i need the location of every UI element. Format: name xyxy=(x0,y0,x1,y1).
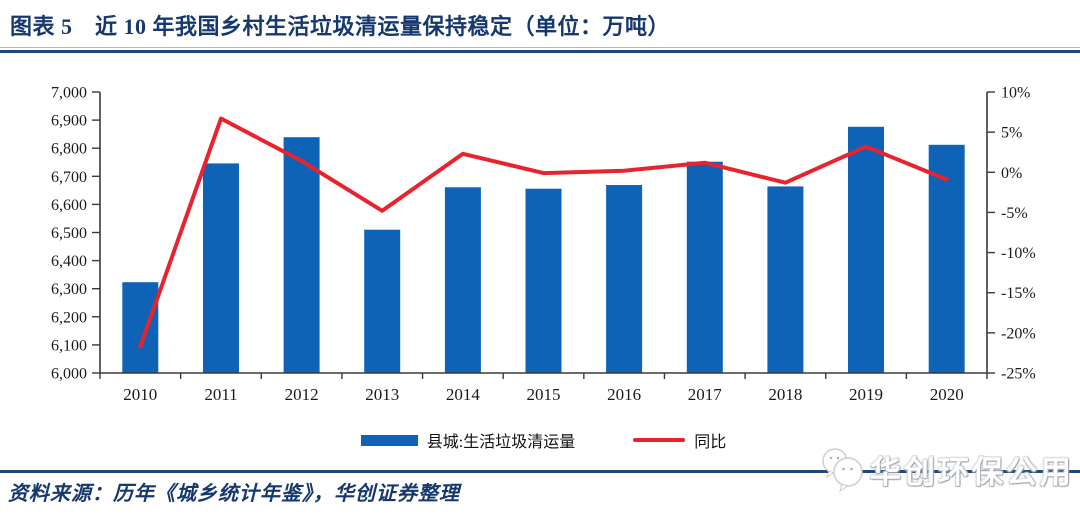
bar-2010 xyxy=(122,282,159,373)
bar-2019 xyxy=(848,126,884,373)
left-tick-label: 6,500 xyxy=(51,225,87,242)
x-tick-label: 2020 xyxy=(930,385,964,404)
left-tick-label: 6,800 xyxy=(51,141,87,158)
left-tick-label: 6,900 xyxy=(51,113,87,130)
watermark: 华创环保公用 xyxy=(818,438,1074,500)
right-tick-label: -15% xyxy=(1001,285,1036,302)
x-tick-label: 2016 xyxy=(607,385,641,404)
bar-2018 xyxy=(767,186,804,373)
chart-title: 图表 5 近 10 年我国乡村生活垃圾清运量保持稳定（单位：万吨） xyxy=(10,14,671,39)
x-tick-label: 2015 xyxy=(527,385,561,404)
left-tick-label: 6,700 xyxy=(51,169,87,186)
bar-2016 xyxy=(606,185,643,373)
left-tick-label: 6,100 xyxy=(51,337,87,354)
legend-line-label: 同比 xyxy=(694,434,727,451)
bar-2017 xyxy=(686,161,723,373)
combo-chart: 7,000 6,900 6,800 6,700 6,600 6,500 6,400 6,300… xyxy=(51,85,1036,405)
chart-legend: 县城:生活垃圾清运量 同比 xyxy=(100,429,987,451)
x-tick-label: 2010 xyxy=(123,385,157,404)
legend-item-bar: 县城:生活垃圾清运量 xyxy=(360,428,576,452)
x-tick-label: 2014 xyxy=(446,385,481,404)
bar-2013 xyxy=(364,229,401,373)
left-tick-label: 6,200 xyxy=(51,309,87,326)
left-tick-label: 7,000 xyxy=(51,85,87,102)
bar-2014 xyxy=(444,187,481,373)
footer-separator xyxy=(0,470,1080,473)
x-tick-label: 2011 xyxy=(204,385,237,404)
right-tick-label: -10% xyxy=(1001,245,1036,262)
x-tick-label: 2019 xyxy=(849,385,883,404)
right-tick-label: 5% xyxy=(1001,125,1022,142)
legend-bar-swatch xyxy=(360,434,418,446)
left-tick-label: 6,300 xyxy=(51,281,87,298)
legend-line-swatch xyxy=(633,438,686,442)
right-tick-label: -20% xyxy=(1001,325,1036,342)
source-note: 资料来源：历年《城乡统计年鉴》，华创证券整理 xyxy=(8,483,460,505)
title-separator xyxy=(0,47,1080,53)
x-tick-label: 2013 xyxy=(365,385,399,404)
bar-2011 xyxy=(203,163,239,373)
left-tick-label: 6,000 xyxy=(51,366,87,383)
legend-item-line: 同比 xyxy=(633,428,726,452)
left-tick-label: 6,600 xyxy=(51,197,87,214)
bar-2020 xyxy=(928,144,965,373)
x-tick-label: 2012 xyxy=(285,385,319,404)
wechat-icon xyxy=(822,448,863,493)
right-tick-label: -25% xyxy=(1001,366,1036,383)
x-tick-label: 2018 xyxy=(768,385,802,404)
right-tick-label: 10% xyxy=(1001,85,1030,102)
right-tick-label: -5% xyxy=(1001,205,1028,222)
right-tick-label: 0% xyxy=(1001,165,1022,182)
left-tick-label: 6,400 xyxy=(51,253,87,270)
watermark-text: 华创环保公用 xyxy=(870,454,1074,490)
x-tick-label: 2017 xyxy=(688,385,723,404)
bar-2012 xyxy=(283,137,320,373)
yoy-line xyxy=(138,116,949,349)
legend-bar-label: 县城:生活垃圾清运量 xyxy=(426,434,576,451)
bar-2015 xyxy=(525,188,562,373)
